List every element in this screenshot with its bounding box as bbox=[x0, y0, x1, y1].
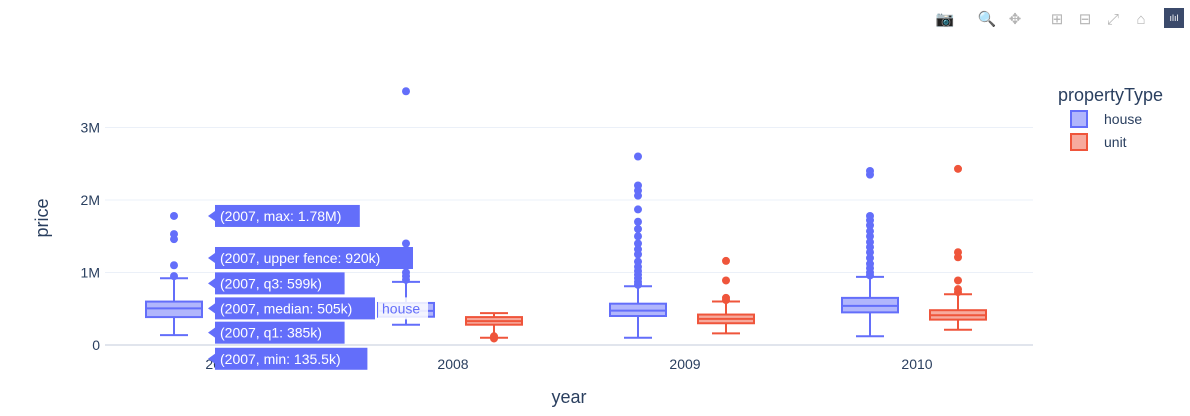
outlier-point bbox=[634, 232, 642, 241]
tooltip-pointer bbox=[208, 253, 215, 263]
outlier-point bbox=[634, 239, 642, 248]
outlier-point bbox=[866, 254, 874, 262]
outlier-point bbox=[634, 152, 642, 161]
tooltip-text: (2007, min: 135.5k) bbox=[220, 351, 341, 367]
y-tick-label: 2M bbox=[81, 192, 100, 208]
box-traces[interactable] bbox=[145, 87, 987, 343]
camera-icon[interactable]: 📷 bbox=[935, 11, 955, 28]
legend: propertyType house unit bbox=[1058, 85, 1163, 151]
y-tick-label: 3M bbox=[81, 120, 100, 136]
legend-title: propertyType bbox=[1058, 85, 1163, 105]
zoom-icon[interactable]: 🔍 bbox=[977, 11, 997, 28]
x-tick-label: 2008 bbox=[437, 356, 468, 372]
trace-label-text: house bbox=[382, 300, 420, 316]
outlier-point bbox=[866, 238, 874, 247]
outlier-point bbox=[866, 259, 874, 268]
tooltip-box bbox=[215, 321, 345, 344]
outlier-point bbox=[954, 164, 962, 173]
legend-item-unit[interactable]: unit bbox=[1070, 133, 1127, 151]
outlier-point bbox=[170, 230, 178, 239]
outlier-point bbox=[722, 293, 730, 302]
pan-icon[interactable]: ✥ bbox=[1008, 11, 1022, 28]
outlier-point bbox=[866, 211, 874, 220]
tooltip-box bbox=[215, 297, 375, 320]
tooltip-text: (2007, median: 505k) bbox=[220, 300, 352, 316]
outlier-point bbox=[490, 332, 498, 341]
zoom-out-icon[interactable]: ⊟ bbox=[1078, 11, 1092, 28]
legend-swatch bbox=[1070, 133, 1088, 151]
tooltip: (2007, median: 505k) bbox=[208, 297, 375, 320]
tooltip: (2007, upper fence: 920k) bbox=[208, 247, 413, 269]
tooltip-box bbox=[215, 347, 368, 370]
outlier-point bbox=[634, 181, 642, 190]
tooltip: (2007, min: 135.5k) bbox=[208, 347, 368, 370]
box-unit-2010[interactable] bbox=[929, 164, 987, 331]
tooltip-text: (2007, max: 1.78M) bbox=[220, 208, 341, 224]
outlier-point bbox=[866, 227, 874, 236]
tooltip-box bbox=[215, 247, 413, 269]
tooltip-pointer bbox=[208, 210, 215, 221]
outlier-point bbox=[634, 245, 642, 254]
outlier-point bbox=[954, 248, 962, 257]
tooltip-pointer bbox=[208, 278, 215, 289]
tooltip: (2007, q1: 385k) bbox=[208, 321, 345, 344]
hover-tooltips: (2007, max: 1.78M) (2007, upper fence: 92… bbox=[208, 204, 428, 370]
y-tick-label: 0 bbox=[92, 337, 100, 353]
x-tick-label: 2009 bbox=[669, 356, 700, 372]
outlier-point bbox=[722, 276, 730, 285]
legend-label: house bbox=[1104, 111, 1142, 127]
outlier-point bbox=[402, 239, 410, 248]
tooltip-pointer bbox=[208, 353, 215, 364]
x-axis-title: year bbox=[551, 387, 586, 407]
outlier-point bbox=[954, 276, 962, 285]
trace-label-bg bbox=[378, 297, 428, 320]
tooltip-text: (2007, upper fence: 920k) bbox=[220, 250, 380, 266]
outlier-point bbox=[402, 87, 410, 96]
box-house-2009[interactable] bbox=[609, 152, 667, 339]
outlier-point bbox=[722, 256, 730, 265]
tooltip-box bbox=[215, 272, 345, 295]
reset-axes-icon[interactable]: ⌂ bbox=[1136, 10, 1146, 28]
hover-trace-label: house bbox=[378, 297, 428, 320]
box-house-2010[interactable] bbox=[841, 167, 899, 338]
tooltip-text: (2007, q1: 385k) bbox=[220, 325, 322, 341]
box-house-2008[interactable] bbox=[377, 87, 435, 326]
tooltip: (2007, max: 1.78M) bbox=[208, 204, 360, 227]
legend-swatch bbox=[1070, 110, 1088, 128]
autoscale-icon[interactable]: ⤢ bbox=[1106, 10, 1119, 28]
x-tick-label: 2010 bbox=[901, 356, 932, 372]
outlier-point bbox=[634, 205, 642, 214]
zoom-in-icon[interactable]: ⊞ bbox=[1050, 11, 1064, 28]
tooltip: (2007, q3: 599k) bbox=[208, 272, 345, 295]
modebar-spacer bbox=[1032, 8, 1040, 30]
outlier-point bbox=[954, 285, 962, 294]
y-axis-title: price bbox=[32, 198, 52, 237]
tooltip-box bbox=[215, 204, 360, 227]
tooltip-pointer bbox=[208, 303, 215, 314]
outlier-point bbox=[402, 268, 410, 277]
legend-label: unit bbox=[1104, 134, 1127, 150]
modebar-spacer bbox=[962, 8, 970, 30]
box-unit-2009[interactable] bbox=[697, 256, 755, 335]
plotly-logo-icon[interactable]: ılıl bbox=[1164, 8, 1184, 28]
modebar: 📷 🔍 ✥ ⊞ ⊟ ⤢ ⌂ ılıl bbox=[934, 8, 1184, 30]
tooltip-text: (2007, q3: 599k) bbox=[220, 275, 322, 291]
outlier-point bbox=[634, 225, 642, 233]
outlier-point bbox=[866, 167, 874, 175]
tooltip-pointer bbox=[208, 327, 215, 338]
outlier-point bbox=[170, 272, 178, 281]
y-tick-labels: 0 1M 2M 3M bbox=[81, 120, 101, 354]
outlier-point bbox=[170, 261, 178, 270]
outlier-point bbox=[170, 211, 178, 220]
outlier-point bbox=[634, 217, 642, 226]
legend-item-house[interactable]: house bbox=[1070, 110, 1142, 128]
y-tick-label: 1M bbox=[81, 265, 100, 281]
box-unit-2008[interactable] bbox=[465, 312, 523, 343]
box-house-2007[interactable] bbox=[145, 211, 203, 337]
outlier-point bbox=[634, 257, 642, 266]
